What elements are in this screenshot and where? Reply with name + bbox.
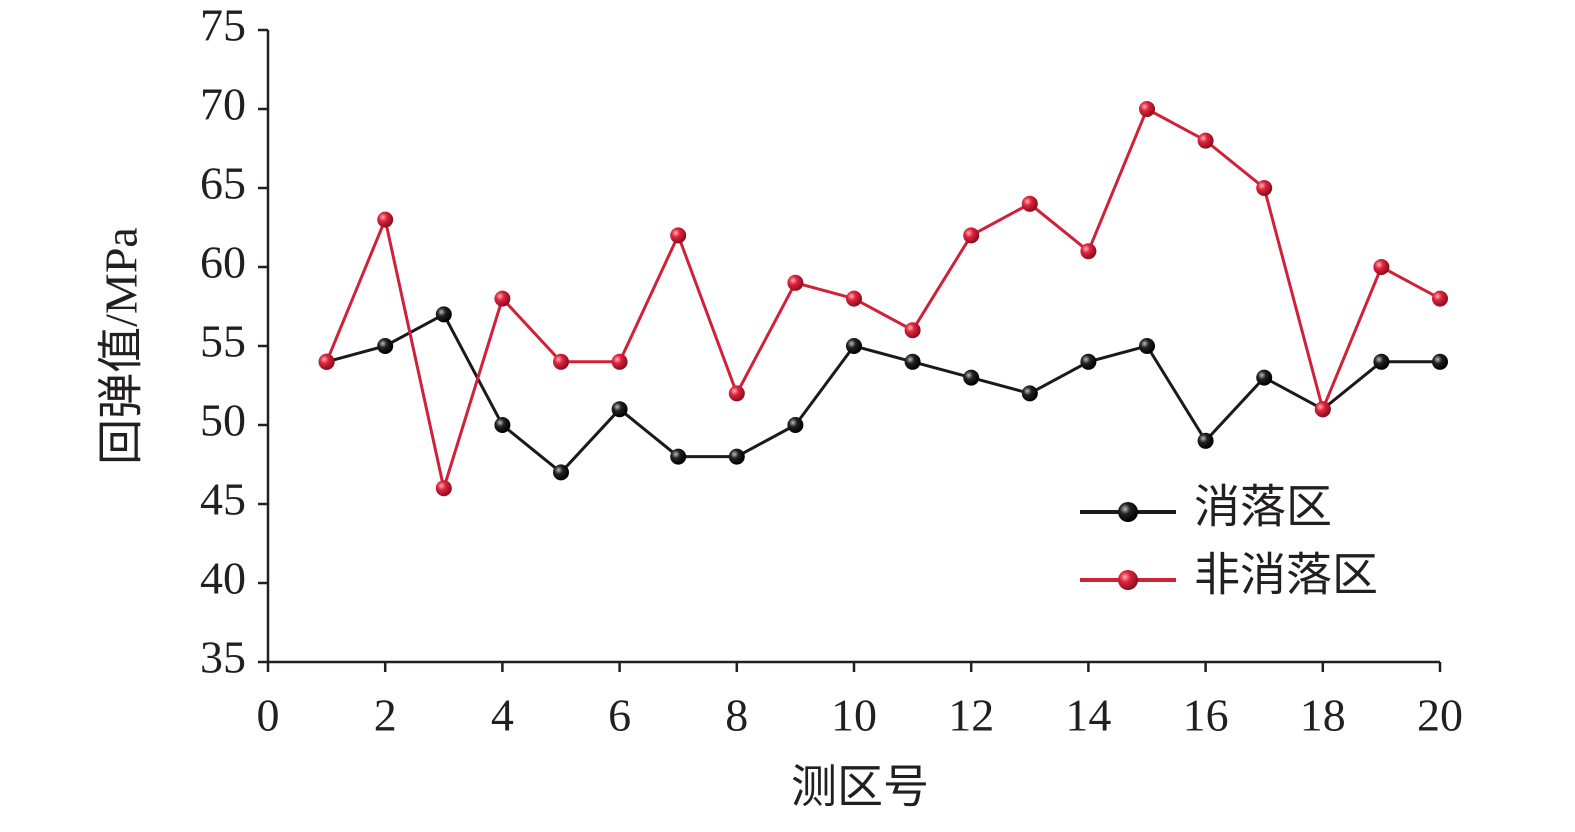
data-point bbox=[1139, 338, 1155, 354]
data-point bbox=[494, 417, 511, 433]
data-point bbox=[728, 385, 745, 402]
data-point bbox=[553, 353, 569, 370]
legend-label: 消落区 bbox=[1194, 482, 1332, 533]
y-tick-label: 50 bbox=[200, 395, 246, 446]
legend-marker bbox=[1118, 570, 1138, 590]
data-point bbox=[963, 227, 980, 244]
data-point bbox=[1021, 385, 1038, 402]
data-point bbox=[1021, 195, 1038, 212]
y-axis-label: 回弹值/MPa bbox=[96, 227, 147, 465]
data-point bbox=[377, 338, 394, 354]
y-tick-label: 70 bbox=[200, 79, 246, 130]
data-point bbox=[1373, 353, 1390, 370]
data-point bbox=[494, 290, 511, 307]
y-tick-label: 60 bbox=[200, 237, 246, 288]
data-point bbox=[377, 211, 394, 228]
data-point bbox=[787, 274, 804, 291]
x-tick-label: 14 bbox=[1065, 690, 1111, 741]
data-point bbox=[1314, 401, 1331, 418]
x-tick-label: 0 bbox=[257, 690, 280, 741]
data-point bbox=[435, 480, 452, 497]
data-point bbox=[904, 353, 921, 370]
data-point bbox=[846, 290, 862, 307]
x-tick-label: 16 bbox=[1183, 690, 1229, 741]
y-tick-label: 55 bbox=[200, 316, 246, 367]
y-tick-label: 40 bbox=[200, 553, 246, 604]
series-line bbox=[326, 312, 1440, 475]
data-point bbox=[611, 401, 628, 418]
series-line bbox=[325, 106, 1441, 495]
data-point bbox=[611, 353, 628, 370]
x-tick-label: 4 bbox=[491, 690, 514, 741]
data-point bbox=[1256, 369, 1273, 386]
x-tick-label: 18 bbox=[1300, 690, 1346, 741]
data-point bbox=[1139, 101, 1155, 117]
data-point bbox=[787, 417, 804, 433]
data-point bbox=[1432, 290, 1448, 307]
y-tick-label: 35 bbox=[200, 632, 246, 683]
data-point bbox=[1256, 180, 1273, 196]
x-tick-label: 12 bbox=[948, 690, 994, 741]
legend-marker bbox=[1118, 502, 1138, 522]
data-point bbox=[728, 448, 745, 465]
data-point bbox=[670, 448, 687, 465]
data-point bbox=[846, 338, 862, 354]
x-tick-label: 8 bbox=[725, 690, 748, 741]
legend-label: 非消落区 bbox=[1194, 550, 1378, 601]
data-point bbox=[963, 369, 980, 386]
data-point bbox=[435, 306, 452, 323]
data-point bbox=[1197, 432, 1214, 449]
y-tick-label: 75 bbox=[200, 0, 246, 51]
data-point bbox=[1432, 353, 1448, 370]
x-tick-label: 20 bbox=[1417, 690, 1463, 741]
y-tick-label: 45 bbox=[200, 474, 246, 525]
data-point bbox=[1080, 243, 1097, 260]
data-point bbox=[1080, 353, 1097, 370]
data-point bbox=[904, 322, 921, 339]
x-axis-label: 测区号 bbox=[791, 762, 929, 813]
data-point bbox=[553, 464, 569, 481]
x-tick-label: 2 bbox=[374, 690, 397, 741]
data-point bbox=[670, 227, 687, 244]
x-tick-label: 10 bbox=[831, 690, 877, 741]
y-tick-label: 65 bbox=[200, 158, 246, 209]
data-point bbox=[318, 353, 335, 370]
x-tick-label: 6 bbox=[608, 690, 631, 741]
data-point bbox=[1197, 132, 1214, 149]
data-point bbox=[1373, 259, 1390, 275]
